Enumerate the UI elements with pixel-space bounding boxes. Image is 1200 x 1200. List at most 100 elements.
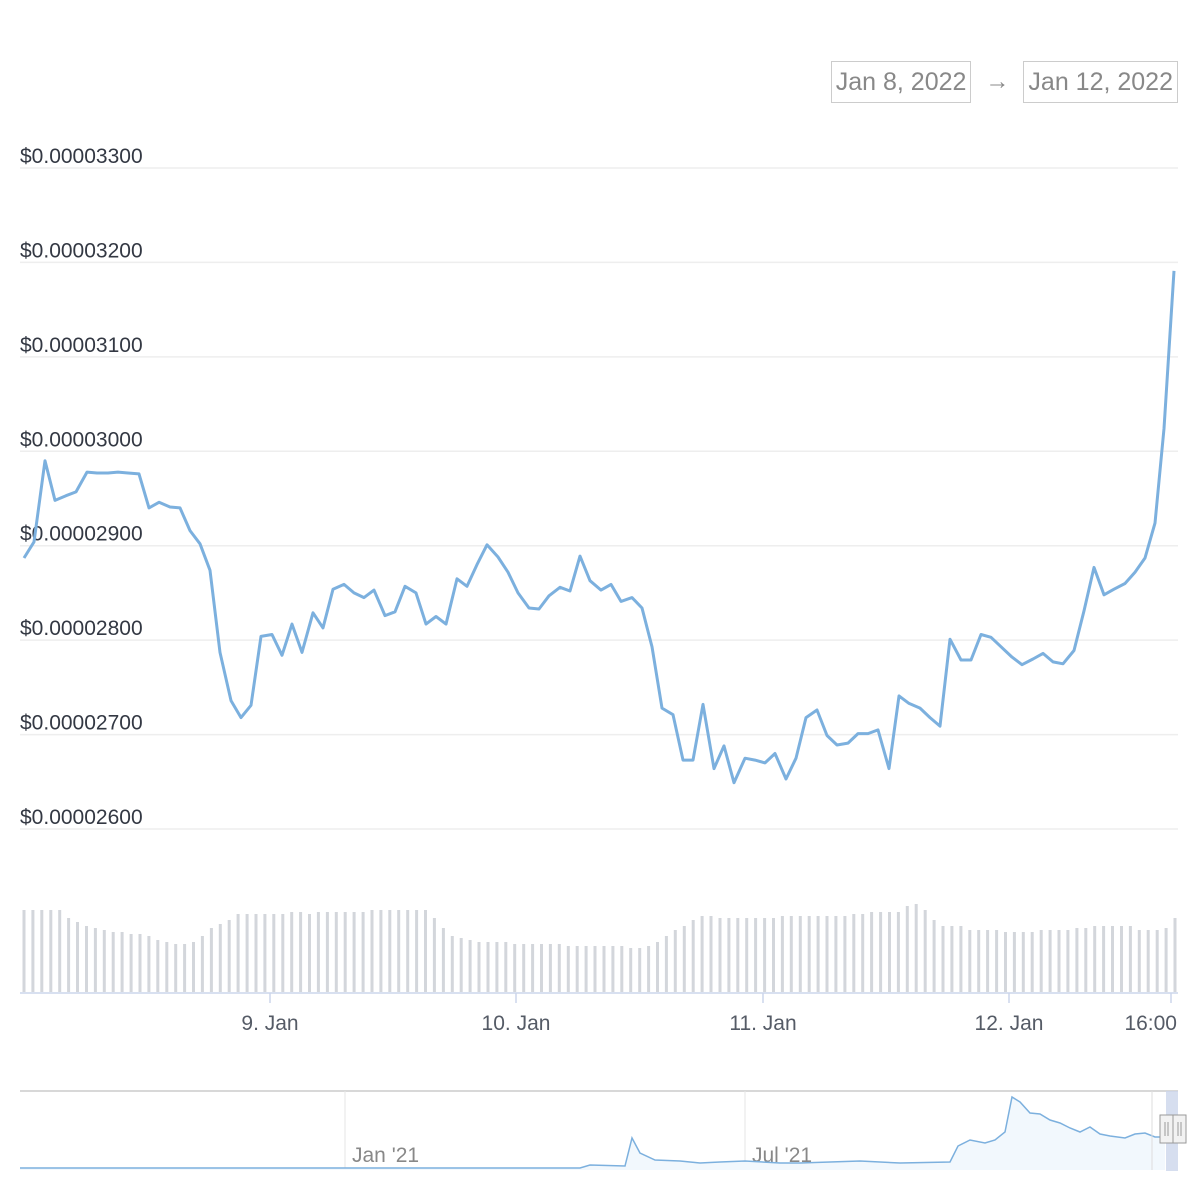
y-axis-label: $0.00003100: [20, 334, 143, 357]
x-axis-label: 12. Jan: [975, 1012, 1044, 1035]
volume-bar: [129, 934, 133, 992]
volume-bar: [754, 918, 758, 992]
volume-bar: [22, 910, 26, 992]
volume-bar: [1004, 932, 1007, 992]
volume-bar: [879, 912, 883, 992]
volume-bar: [1111, 926, 1114, 992]
volume-bar: [459, 938, 463, 992]
volume-bar: [763, 918, 767, 992]
volume-bar: [388, 910, 392, 992]
volume-bar: [495, 942, 499, 992]
y-axis-labels: $0.00003300 $0.00003200 $0.00003100 $0.0000…: [20, 145, 143, 829]
date-range-selector: Jan 8, 2022 → Jan 12, 2022: [830, 61, 1178, 103]
volume-bar: [700, 916, 704, 992]
volume-bar: [629, 948, 633, 992]
volume-bar: [450, 936, 454, 992]
volume-bar: [76, 922, 79, 992]
volume-bar: [281, 914, 285, 992]
volume-bar: [1120, 926, 1123, 992]
x-axis-label: 10. Jan: [482, 1012, 551, 1035]
volume-bar: [49, 910, 53, 992]
navigator-label-jan21: Jan '21: [352, 1144, 419, 1167]
volume-bar: [120, 932, 124, 992]
y-gridlines: [20, 167, 1178, 830]
volume-bar: [673, 930, 677, 992]
volume-bar: [727, 918, 731, 992]
volume-bar: [557, 944, 561, 992]
volume-bar: [1093, 926, 1097, 992]
volume-bar: [656, 942, 659, 992]
volume-bar: [209, 928, 213, 992]
navigator-area: [20, 1097, 1165, 1170]
volume-bar: [932, 920, 936, 992]
volume-bar: [156, 940, 160, 992]
volume-bar: [986, 930, 990, 992]
volume-bar: [691, 920, 695, 992]
navigator-handle-left[interactable]: [1159, 1114, 1174, 1144]
volume-bar: [852, 914, 856, 992]
volume-bar: [1012, 932, 1016, 992]
volume-bar: [977, 930, 981, 992]
volume-bar: [1075, 928, 1079, 992]
x-axis-label: 11. Jan: [729, 1012, 796, 1035]
volume-bar: [227, 920, 231, 992]
x-axis-label: 16:00: [1124, 1012, 1177, 1035]
volume-bar: [40, 910, 44, 992]
volume-bar: [834, 916, 838, 992]
volume-bar: [611, 946, 615, 992]
navigator-handle-right[interactable]: [1172, 1114, 1187, 1144]
volume-bar: [1137, 930, 1141, 992]
volume-bar: [263, 914, 267, 992]
volume-bar: [468, 940, 472, 992]
volume-bar: [861, 914, 865, 992]
volume-bar: [896, 912, 900, 992]
volume-bar: [780, 916, 784, 992]
volume-bar: [798, 916, 802, 992]
volume-bar: [923, 910, 927, 992]
volume-bar: [1164, 928, 1168, 992]
navigator[interactable]: Jan '21 Jul '21: [20, 1090, 1187, 1171]
range-arrow-icon: →: [985, 68, 1010, 95]
volume-bar: [531, 944, 535, 992]
volume-bar: [638, 948, 642, 992]
range-to-input[interactable]: Jan 12, 2022: [1023, 61, 1178, 103]
x-axis-label: 9. Jan: [241, 1012, 298, 1035]
volume-bar: [950, 926, 954, 992]
volume-bar: [745, 918, 749, 992]
volume-bar: [165, 942, 169, 992]
volume-bar: [1173, 918, 1177, 992]
volume-bar: [959, 926, 963, 992]
volume-bar: [67, 918, 71, 992]
volume-bar: [334, 912, 338, 992]
volume-bar: [352, 912, 356, 992]
volume-bar: [548, 944, 552, 992]
volume-bar: [941, 926, 945, 992]
volume-bar: [174, 944, 178, 992]
y-axis-label: $0.00002600: [20, 806, 143, 829]
volume-bar: [584, 946, 588, 992]
volume-bar: [299, 912, 303, 992]
volume-bar: [566, 946, 570, 992]
volume-bar: [370, 910, 374, 992]
volume-bar: [968, 930, 972, 992]
y-axis-label: $0.00003300: [20, 145, 143, 168]
volume-bar: [85, 926, 88, 992]
volume-bars: [22, 904, 1177, 992]
volume-bar: [325, 912, 329, 992]
price-line[interactable]: [22, 270, 1176, 785]
volume-bar: [1084, 928, 1088, 992]
volume-bar: [995, 930, 999, 992]
volume-bar: [379, 910, 383, 992]
volume-bar: [31, 910, 35, 992]
volume-bar: [602, 946, 606, 992]
volume-bar: [575, 946, 579, 992]
volume-bar: [888, 912, 891, 992]
volume-bar: [138, 934, 142, 992]
volume-bar: [316, 912, 320, 992]
range-from-input[interactable]: Jan 8, 2022: [830, 61, 972, 103]
volume-bar: [1057, 930, 1061, 992]
volume-bar: [1128, 926, 1132, 992]
volume-bar: [200, 936, 204, 992]
volume-bar: [147, 936, 151, 992]
